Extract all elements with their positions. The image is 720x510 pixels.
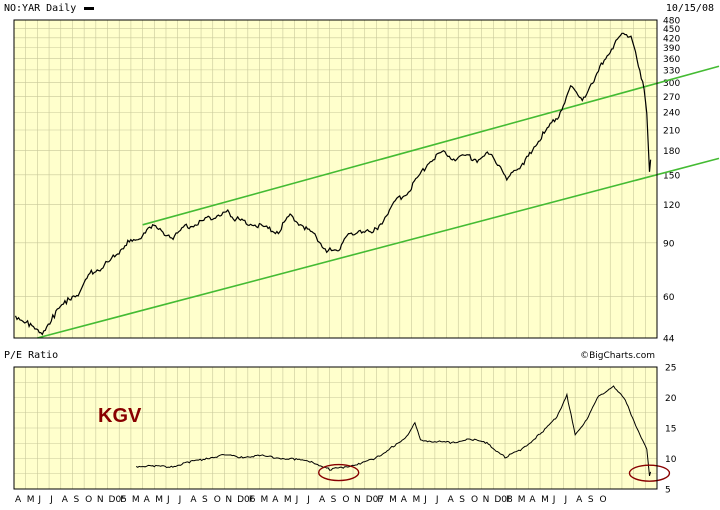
price-plot-area xyxy=(14,20,657,338)
x-tick-label: S xyxy=(73,495,79,505)
x-tick-label: O xyxy=(471,495,478,505)
x-tick-label: J xyxy=(49,495,53,505)
y-tick-label: 20 xyxy=(665,394,677,404)
x-tick-label: S xyxy=(202,495,208,505)
x-tick-label: J xyxy=(423,495,427,505)
y-tick-label: 270 xyxy=(663,93,680,103)
x-tick-label: J xyxy=(166,495,170,505)
x-tick-label: A xyxy=(529,495,536,505)
y-tick-label: 420 xyxy=(663,34,680,44)
x-tick-label: A xyxy=(448,495,455,505)
y-tick-label: 450 xyxy=(663,25,680,35)
y-tick-label: 360 xyxy=(663,55,680,65)
y-tick-label: 240 xyxy=(663,109,680,119)
y-tick-label: 330 xyxy=(663,66,680,76)
x-tick-label: A xyxy=(190,495,197,505)
trend-line xyxy=(142,65,720,226)
price-chart-date: 10/15/08 xyxy=(666,3,714,14)
trend-line xyxy=(37,157,720,339)
x-tick-label: M xyxy=(389,495,397,505)
x-tick-label: M xyxy=(27,495,35,505)
x-tick-label: A xyxy=(272,495,279,505)
highlight-circle xyxy=(318,463,360,482)
x-tick-label: M xyxy=(518,495,526,505)
pe-plot-border xyxy=(13,366,658,490)
x-tick-label: O xyxy=(85,495,92,505)
y-tick-label: 60 xyxy=(663,293,675,303)
x-tick-label: J xyxy=(306,495,310,505)
x-tick-label: F xyxy=(377,495,382,505)
x-tick-label: M xyxy=(541,495,549,505)
y-tick-label: 15 xyxy=(665,425,676,435)
x-tick-label: J xyxy=(552,495,556,505)
x-tick-label: J xyxy=(37,495,41,505)
x-tick-label: D08 xyxy=(494,495,513,505)
x-tick-label: N xyxy=(483,495,490,505)
x-tick-label: A xyxy=(15,495,22,505)
x-tick-label: J xyxy=(178,495,182,505)
kgv-annotation: KGV xyxy=(98,405,142,427)
x-tick-label: O xyxy=(342,495,349,505)
y-tick-label: 90 xyxy=(663,239,675,249)
pe-panel: 25 20 15 10 5 KGV xyxy=(13,364,677,496)
x-tick-label: F xyxy=(120,495,125,505)
x-tick-label: S xyxy=(588,495,594,505)
y-tick-label: 210 xyxy=(663,127,680,137)
pe-y-axis: 25 20 15 10 5 xyxy=(665,364,677,496)
x-tick-label: M xyxy=(284,495,292,505)
x-tick-label: D07 xyxy=(366,495,384,505)
x-tick-label: O xyxy=(600,495,607,505)
x-tick-label: N xyxy=(97,495,104,505)
y-tick-label: 180 xyxy=(663,147,680,157)
pe-series-line xyxy=(135,385,652,477)
x-tick-label: D06 xyxy=(237,495,256,505)
highlight-circles xyxy=(318,463,671,482)
x-tick-label: A xyxy=(62,495,69,505)
x-tick-label: S xyxy=(459,495,465,505)
x-tick-label: A xyxy=(319,495,326,505)
x-tick-label: M xyxy=(412,495,420,505)
price-chart-title: NO:YAR Daily xyxy=(4,3,76,14)
y-tick-label: 44 xyxy=(663,335,675,345)
x-tick-label: M xyxy=(261,495,269,505)
x-tick-label: N xyxy=(225,495,232,505)
y-tick-label: 480 xyxy=(663,17,680,27)
y-tick-label: 150 xyxy=(663,171,680,181)
x-tick-label: A xyxy=(576,495,583,505)
x-tick-label: M xyxy=(155,495,163,505)
y-tick-label: 390 xyxy=(663,44,680,54)
x-tick-label: F xyxy=(506,495,511,505)
x-tick-label: J xyxy=(295,495,299,505)
x-tick-label: O xyxy=(214,495,221,505)
y-tick-label: 120 xyxy=(663,201,680,211)
x-tick-label: S xyxy=(331,495,337,505)
price-series-line xyxy=(14,32,652,336)
x-tick-label: A xyxy=(401,495,408,505)
x-tick-label: F xyxy=(249,495,254,505)
x-tick-label: A xyxy=(144,495,151,505)
y-tick-label: 10 xyxy=(665,455,677,465)
legend-swatch xyxy=(84,7,94,10)
x-tick-label: N xyxy=(354,495,361,505)
y-tick-label: 25 xyxy=(665,364,676,374)
price-plot-border xyxy=(13,19,658,339)
x-tick-label: D05 xyxy=(109,495,127,505)
price-grid xyxy=(14,19,657,339)
trend-lines xyxy=(37,65,720,339)
x-tick-label: M xyxy=(132,495,140,505)
pe-chart-title: P/E Ratio xyxy=(4,350,58,361)
y-tick-label: 300 xyxy=(663,79,680,89)
source-credit: ©BigCharts.com xyxy=(580,351,655,361)
highlight-circle xyxy=(628,464,671,482)
x-tick-label: J xyxy=(435,495,439,505)
y-tick-label: 5 xyxy=(665,486,671,496)
x-tick-label: J xyxy=(563,495,567,505)
